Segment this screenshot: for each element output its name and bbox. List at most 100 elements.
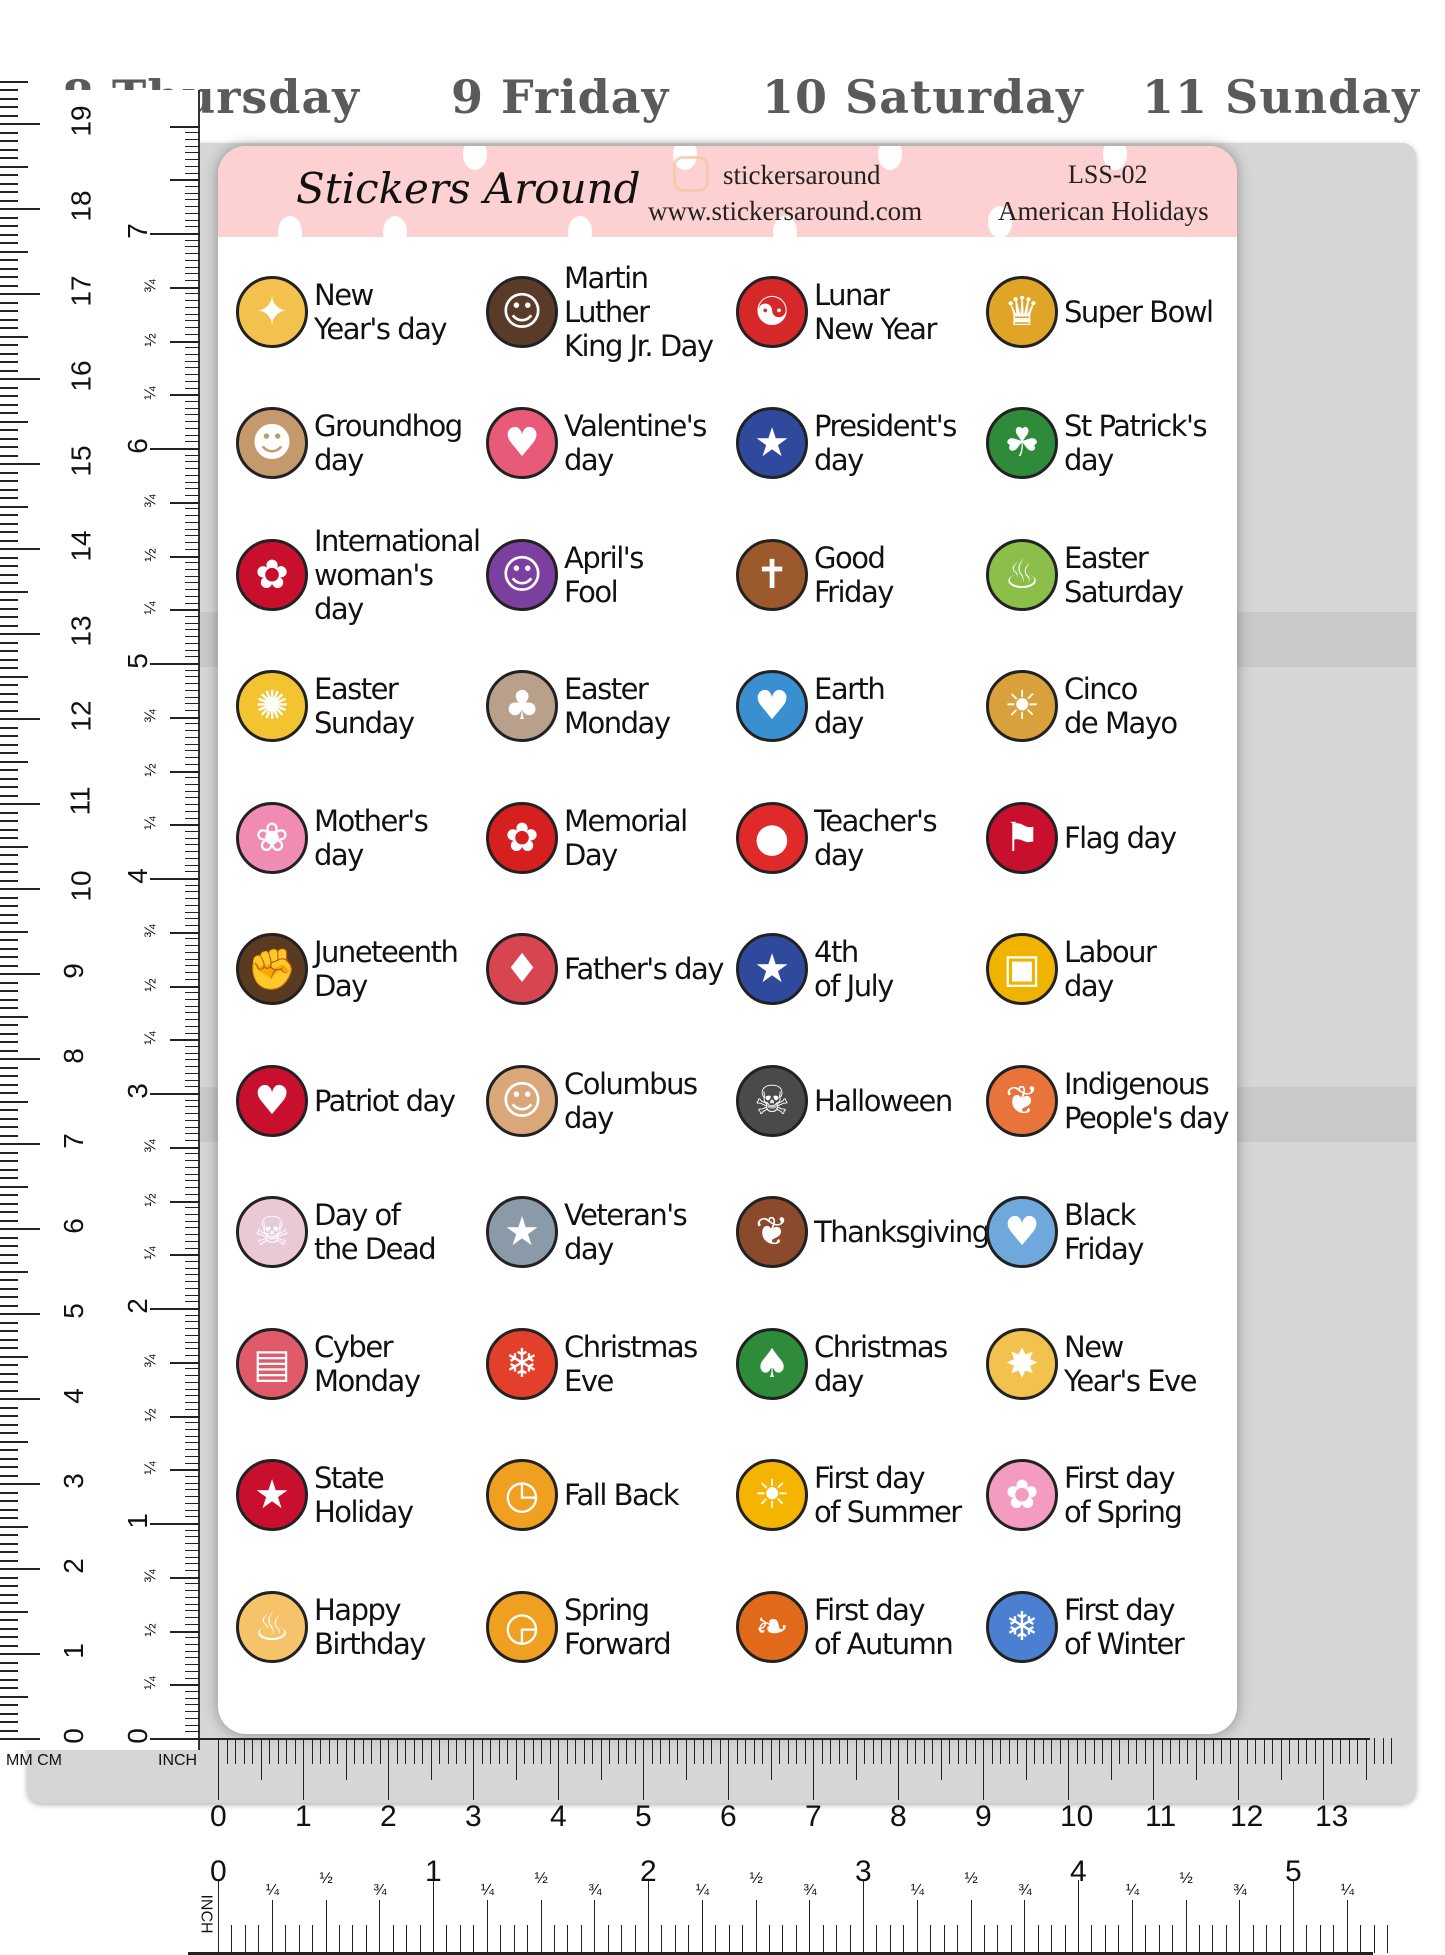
flag-icon: ⚑ (986, 801, 1058, 874)
inch-tick (540, 1900, 542, 1952)
cm-tick (0, 1075, 18, 1077)
columbus-icon: ☺ (486, 1064, 558, 1137)
sticker-label: Easter Saturday (1064, 540, 1184, 609)
cm-tick (456, 1738, 457, 1764)
cm-tick (303, 1738, 304, 1800)
autumn-leaves-icon: ❧ (736, 1590, 808, 1663)
cm-tick (1034, 1738, 1035, 1764)
clock-back-icon: ◷ (486, 1459, 558, 1532)
grim-reaper-icon: ☠ (736, 1064, 808, 1137)
cm-tick (677, 1738, 678, 1764)
inch-tick (185, 280, 200, 282)
cm-tick (0, 267, 18, 270)
sticker-label: International woman's day (314, 523, 481, 626)
cm-tick (0, 1517, 18, 1519)
cm-tick (0, 1219, 18, 1222)
inch-tick (231, 1925, 233, 1953)
inch-tick (185, 468, 200, 470)
inch-tick (185, 649, 200, 651)
cm-tick (0, 1355, 28, 1358)
cm-tick (0, 352, 18, 355)
cm-label: 8 (57, 1048, 89, 1064)
cm-tick (0, 1253, 18, 1256)
sticker-label: Earth day (814, 672, 886, 741)
inch-tick (185, 1173, 200, 1175)
inch-tick (185, 293, 200, 295)
unit-label: INCH (158, 1752, 198, 1769)
inch-tick (150, 448, 200, 450)
sticker: ♠ Christmas day (728, 1298, 978, 1430)
cm-tick (0, 633, 40, 635)
candle-icon: ♨ (986, 538, 1058, 611)
inch-tick (185, 454, 200, 456)
cm-tick (0, 293, 40, 295)
cm-tick (0, 1593, 18, 1596)
inch-tick (1172, 1925, 1174, 1953)
inch-tick (185, 951, 200, 953)
sticker: ♥ Patriot day (228, 1035, 478, 1167)
cm-tick (1340, 1738, 1341, 1764)
cm-label: 5 (635, 1800, 652, 1833)
inch-tick (185, 723, 200, 725)
cm-tick (0, 531, 18, 533)
inch-tick (185, 125, 200, 127)
inch-tick (185, 233, 200, 234)
cm-tick (0, 1559, 18, 1562)
cm-label: 2 (380, 1800, 397, 1833)
sticker-label: Father's day (564, 952, 724, 987)
polka-dot (988, 206, 1012, 238)
poppy-icon: ✿ (486, 801, 558, 874)
inch-tick (185, 1274, 200, 1276)
cm-tick (405, 1738, 406, 1764)
dog-tag-icon: ★ (486, 1196, 558, 1269)
cm-tick (643, 1738, 644, 1800)
sticker-label: Fall Back (564, 1478, 680, 1513)
cm-tick (0, 1185, 28, 1188)
inch-tick (185, 1738, 200, 1739)
lotus-icon: ❀ (236, 801, 308, 874)
sticker: ✿ First day of Spring (978, 1430, 1228, 1562)
cm-tick (1102, 1738, 1103, 1764)
cm-tick (626, 1738, 627, 1764)
inch-tick (185, 884, 200, 886)
feathers-icon: ❦ (986, 1064, 1058, 1137)
inch-tick (185, 212, 200, 214)
inch-tick (1064, 1925, 1066, 1953)
inch-tick (150, 663, 200, 665)
inch-fraction-label: ¼ (142, 1676, 160, 1690)
cm-tick (0, 1602, 18, 1604)
sticker-label: First day of Spring (1064, 1461, 1183, 1530)
inch-tick (170, 716, 200, 719)
christmas-tree-icon: ♠ (736, 1327, 808, 1400)
inch-tick (1239, 1900, 1241, 1952)
egg-icon: ✺ (236, 670, 308, 743)
inch-tick (185, 1402, 200, 1404)
cm-tick (1212, 1738, 1214, 1764)
sticker: ❦ Thanksgiving (728, 1167, 990, 1299)
cm-label: 8 (890, 1800, 907, 1833)
inch-tick (185, 1523, 200, 1524)
sticker: ▣ Labour day (978, 904, 1228, 1036)
cm-tick (0, 1092, 18, 1094)
sticker: ♥ Black Friday (978, 1167, 1228, 1299)
inch-fraction-label: ½ (319, 1870, 333, 1887)
inch-tick (185, 1623, 200, 1625)
inch-tick (185, 165, 200, 167)
sticker: ☻ Groundhog day (228, 378, 478, 510)
inch-tick (185, 985, 200, 987)
inch-fraction-label: ¾ (142, 494, 160, 508)
cm-tick (0, 913, 18, 916)
inch-tick (185, 1314, 200, 1316)
inch-fraction-label: ¼ (142, 1246, 160, 1260)
cm-tick (0, 879, 18, 882)
cm-tick (838, 1738, 840, 1764)
inch-fraction-label: ¼ (695, 1882, 710, 1899)
cm-tick (447, 1738, 449, 1764)
inch-tick (185, 421, 200, 423)
inch-tick (185, 1106, 200, 1108)
cm-tick (0, 1381, 18, 1383)
inch-tick (150, 1093, 200, 1095)
cm-tick (0, 157, 18, 159)
inch-tick (185, 750, 200, 752)
sugar-skull-icon: ☠ (236, 1196, 308, 1269)
